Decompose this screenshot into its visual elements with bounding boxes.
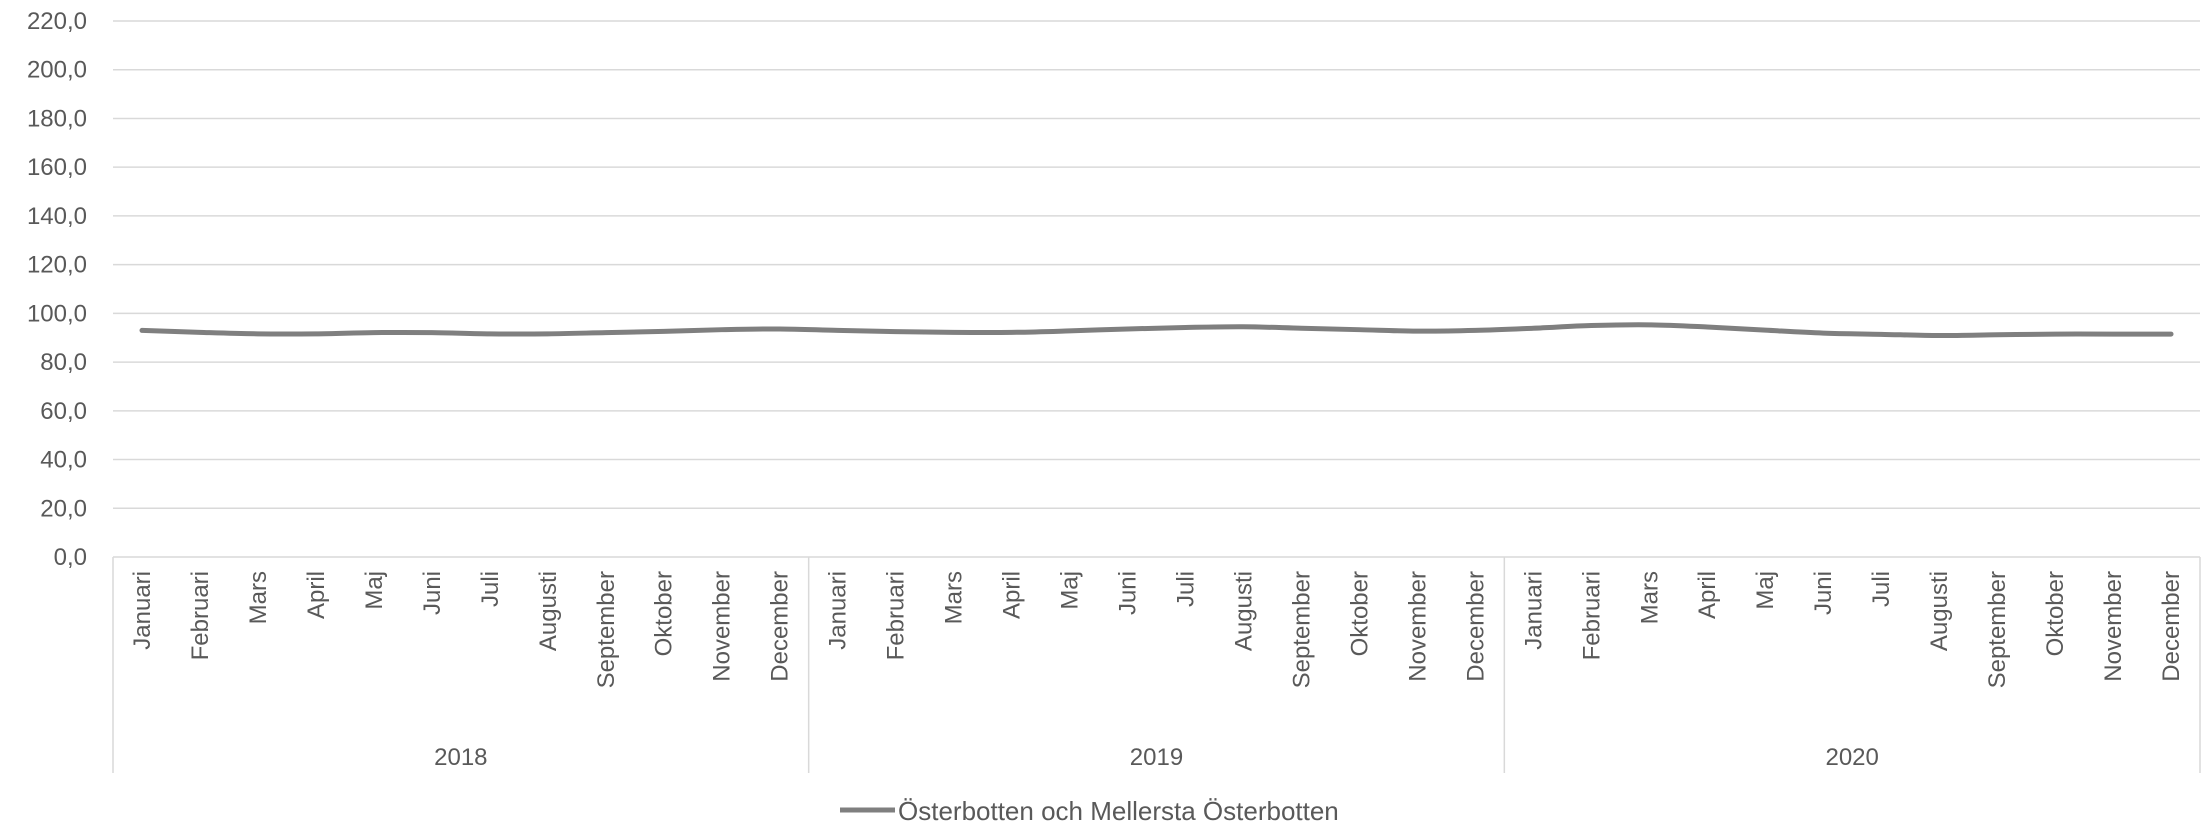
- x-tick-label: Mars: [245, 571, 272, 624]
- x-tick-label: Augusti: [1230, 571, 1257, 651]
- legend: Österbotten och Mellersta Österbotten: [840, 796, 1339, 826]
- x-tick-label: Juni: [1810, 571, 1837, 615]
- x-tick-label: Juni: [1115, 571, 1142, 615]
- x-tick-label: April: [303, 571, 330, 619]
- y-tick-label: 20,0: [40, 495, 87, 522]
- y-tick-label: 100,0: [27, 300, 87, 327]
- y-tick-label: 160,0: [27, 154, 87, 181]
- x-tick-label: Oktober: [651, 571, 678, 656]
- x-tick-label: Oktober: [1346, 571, 1373, 656]
- legend-label: Österbotten och Mellersta Österbotten: [898, 796, 1339, 826]
- x-tick-label: Februari: [883, 571, 910, 660]
- y-tick-label: 180,0: [27, 105, 87, 132]
- x-tick-label: Juli: [1172, 571, 1199, 607]
- x-tick-label: December: [1462, 571, 1489, 682]
- x-tick-label: September: [593, 571, 620, 688]
- x-tick-label: December: [767, 571, 794, 682]
- x-tick-label: Februari: [1578, 571, 1605, 660]
- x-tick-label: Januari: [129, 571, 156, 650]
- x-tick-label: Oktober: [2042, 571, 2069, 656]
- y-tick-label: 0,0: [54, 544, 87, 571]
- x-tick-label: Mars: [1636, 571, 1663, 624]
- x-group-label: 2019: [1130, 744, 1183, 771]
- series-line: [139, 322, 2174, 339]
- y-tick-label: 120,0: [27, 252, 87, 279]
- x-tick-label: September: [1984, 571, 2011, 688]
- x-tick-label: April: [1694, 571, 1721, 619]
- y-tick-label: 200,0: [27, 57, 87, 84]
- x-tick-label: December: [2158, 571, 2185, 682]
- series-group: [139, 322, 2174, 339]
- x-axis: Januari Februari Mars April Maj Juni Juli Augus…: [112, 556, 2201, 773]
- x-tick-label: Mars: [941, 571, 968, 624]
- x-tick-label: November: [2100, 571, 2127, 682]
- x-tick-label: Juli: [477, 571, 504, 607]
- y-tick-label: 80,0: [40, 349, 87, 376]
- y-tick-label: 220,0: [27, 8, 87, 35]
- x-group-label: 2018: [434, 744, 487, 771]
- y-tick-label: 140,0: [27, 203, 87, 230]
- x-tick-label: Juli: [1868, 571, 1895, 607]
- y-tick-label: 40,0: [40, 447, 87, 474]
- x-tick-label: Maj: [1057, 571, 1084, 610]
- x-tick-label: Maj: [361, 571, 388, 610]
- x-tick-label: April: [999, 571, 1026, 619]
- x-group-label: 2020: [1825, 744, 1878, 771]
- x-tick-label: September: [1288, 571, 1315, 688]
- x-tick-label: Januari: [1520, 571, 1547, 650]
- x-tick-label: November: [1404, 571, 1431, 682]
- x-tick-label: Maj: [1752, 571, 1779, 610]
- x-tick-label: Januari: [825, 571, 852, 650]
- x-tick-label: November: [709, 571, 736, 682]
- grid-lines: [113, 20, 2200, 510]
- x-tick-label: Augusti: [535, 571, 562, 651]
- y-tick-label: 60,0: [40, 398, 87, 425]
- x-tick-label: Februari: [187, 571, 214, 660]
- x-tick-label: Juni: [419, 571, 446, 615]
- y-axis: 0,0 20,0 40,0 60,0 80,0 100,0 120,0 140,0 160,0 1…: [27, 8, 87, 571]
- x-tick-label: Augusti: [1926, 571, 1953, 651]
